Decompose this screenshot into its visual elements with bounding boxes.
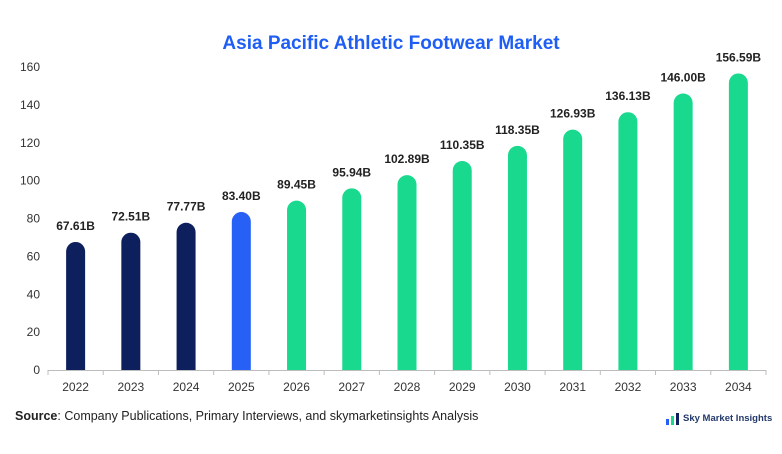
y-tick-label: 140 — [20, 98, 40, 112]
data-label: 156.59B — [716, 50, 762, 64]
x-tick-label: 2034 — [725, 380, 752, 394]
data-label: 95.94B — [332, 165, 371, 179]
x-tick-label: 2025 — [228, 380, 255, 394]
bar — [342, 188, 362, 370]
bar — [673, 93, 693, 370]
bar — [66, 241, 86, 370]
y-tick-label: 0 — [33, 363, 40, 377]
brand-logo: Sky Market Insights — [666, 412, 772, 425]
x-tick-label: 2028 — [394, 380, 421, 394]
y-tick-label: 120 — [20, 136, 40, 150]
data-label: 67.61B — [56, 219, 95, 233]
x-tick-label: 2024 — [173, 380, 200, 394]
bar-chart: 0 20 40 60 80 100 120 140 160 67.61B 72.51B 77.77B… — [20, 50, 767, 394]
y-tick-label: 80 — [27, 212, 41, 226]
bar — [728, 73, 748, 370]
bar — [121, 232, 141, 370]
data-label: 136.13B — [605, 89, 651, 103]
data-label: 77.77B — [167, 200, 206, 214]
brand-name: Sky Market Insights — [683, 413, 773, 424]
x-tick-label: 2027 — [338, 380, 365, 394]
y-tick-label: 160 — [20, 60, 40, 74]
x-tick-label: 2031 — [559, 380, 586, 394]
data-label: 110.35B — [440, 138, 485, 152]
source-note: Source: Company Publications, Primary In… — [15, 409, 478, 423]
data-labels: 67.61B 72.51B 77.77B 83.40B 89.45B 95.94B 102.… — [56, 50, 761, 233]
data-label: 118.35B — [495, 123, 540, 137]
y-tick-label: 40 — [27, 287, 41, 301]
source-label: Source — [15, 409, 58, 423]
x-tick-label: 2029 — [449, 380, 476, 394]
y-tick-label: 100 — [20, 174, 40, 188]
y-tick-label: 20 — [27, 325, 41, 339]
data-label: 126.93B — [550, 107, 596, 121]
x-axis: 2022 2023 2024 2025 2026 2027 2028 2029 2030 2031… — [47, 370, 767, 394]
source-text: : Company Publications, Primary Intervie… — [57, 409, 479, 423]
x-tick-label: 2032 — [615, 380, 642, 394]
bar — [176, 222, 196, 370]
bar-chart-logo-icon — [666, 413, 679, 425]
x-tick-label: 2030 — [504, 380, 531, 394]
y-axis: 0 20 40 60 80 100 120 140 160 — [20, 60, 40, 377]
x-tick-label: 2026 — [283, 380, 310, 394]
y-tick-label: 60 — [27, 249, 41, 263]
bar — [452, 161, 472, 370]
data-label: 89.45B — [277, 178, 316, 192]
x-tick-label: 2022 — [62, 380, 89, 394]
data-label: 72.51B — [111, 210, 150, 224]
bar — [231, 212, 251, 370]
bar — [397, 175, 417, 370]
data-label: 146.00B — [660, 71, 706, 85]
bar — [287, 200, 307, 370]
data-label: 102.89B — [384, 152, 430, 166]
bars — [66, 73, 748, 371]
bar — [618, 112, 638, 371]
bar — [507, 145, 527, 370]
x-tick-label: 2033 — [670, 380, 697, 394]
chart-title: Asia Pacific Athletic Footwear Market — [222, 33, 560, 54]
x-tick-label: 2023 — [117, 380, 144, 394]
data-label: 83.40B — [222, 189, 261, 203]
bar — [563, 129, 583, 370]
